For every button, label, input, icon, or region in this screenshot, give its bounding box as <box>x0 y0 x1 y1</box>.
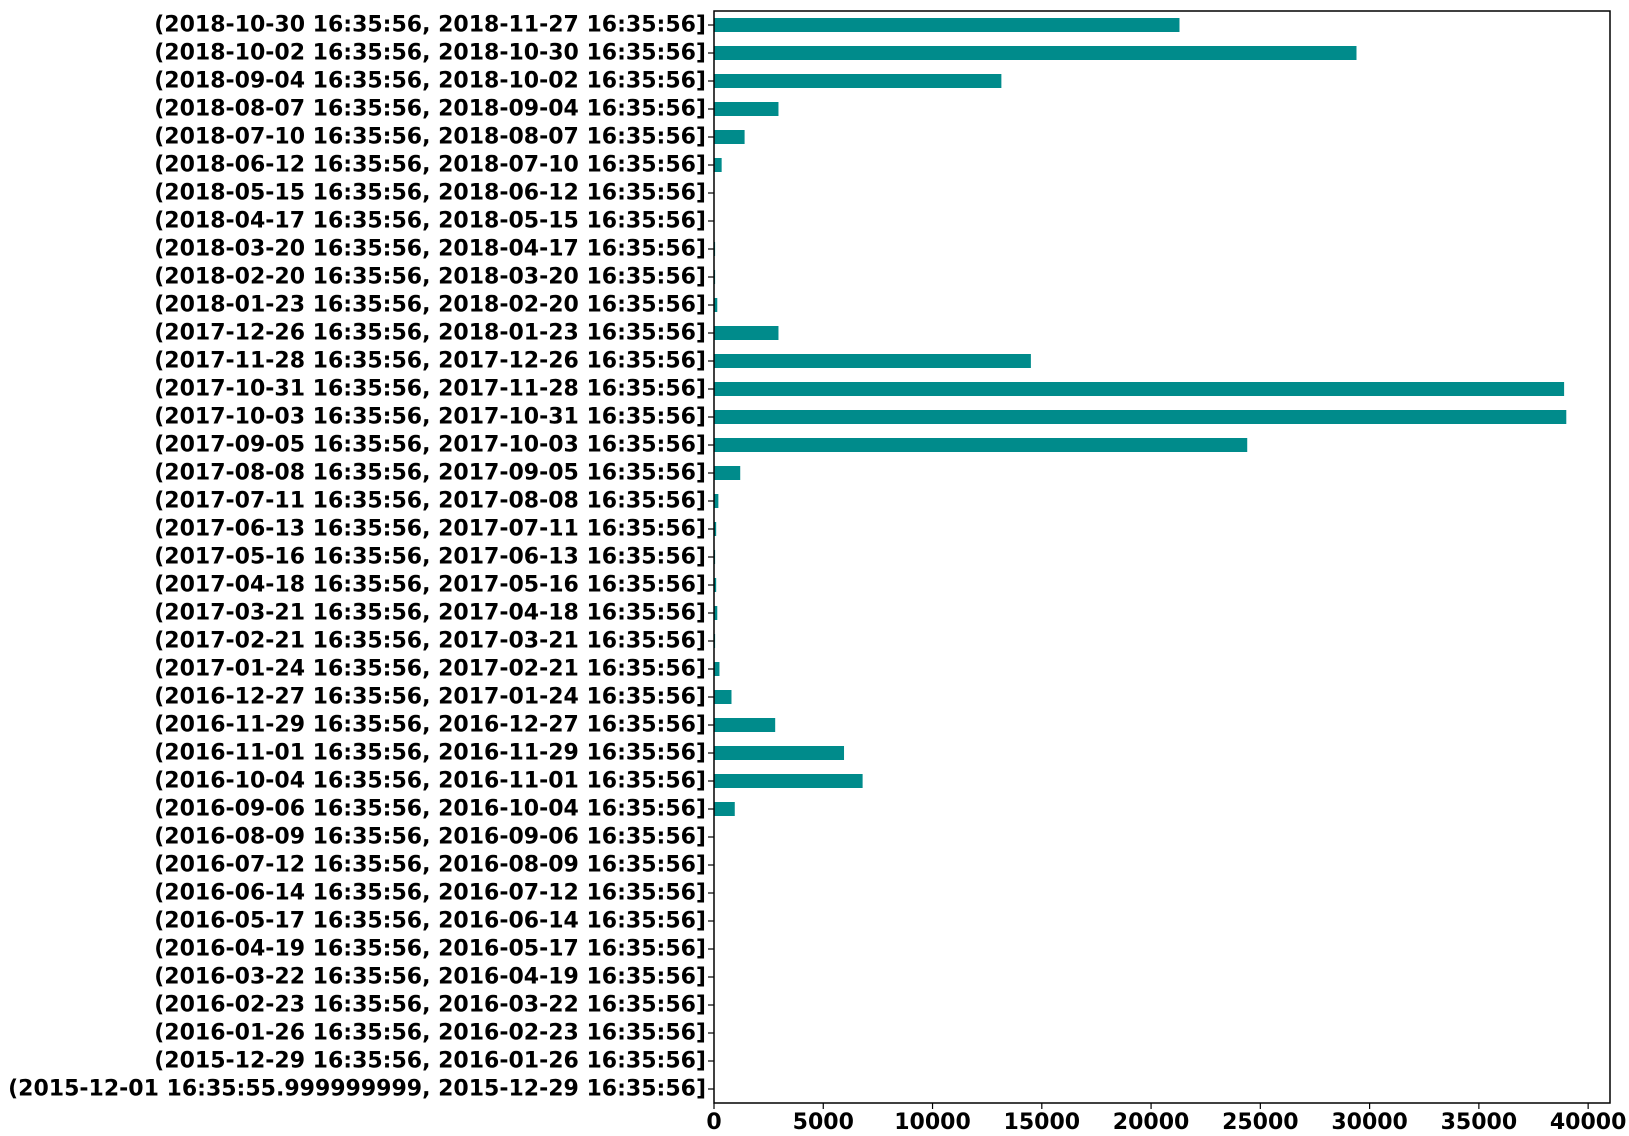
y-tick-label: (2018-10-30 16:35:56, 2018-11-27 16:35:5… <box>154 13 706 38</box>
bar <box>714 102 778 116</box>
y-tick-label: (2016-11-01 16:35:56, 2016-11-29 16:35:5… <box>154 741 706 766</box>
bar <box>714 718 775 732</box>
x-tick-label: 40000 <box>1550 1110 1627 1132</box>
x-tick-label: 20000 <box>1113 1110 1190 1132</box>
y-tick-label: (2016-11-29 16:35:56, 2016-12-27 16:35:5… <box>154 713 706 738</box>
bar <box>714 802 735 816</box>
y-tick-label: (2017-12-26 16:35:56, 2018-01-23 16:35:5… <box>154 321 706 346</box>
x-tick-label: 30000 <box>1331 1110 1408 1132</box>
y-tick-label: (2016-12-27 16:35:56, 2017-01-24 16:35:5… <box>154 685 706 710</box>
y-tick-label: (2017-02-21 16:35:56, 2017-03-21 16:35:5… <box>154 629 706 654</box>
y-tick-label: (2017-05-16 16:35:56, 2017-06-13 16:35:5… <box>154 545 706 570</box>
bar <box>714 326 778 340</box>
y-tick-label: (2015-12-01 16:35:55.999999999, 2015-12-… <box>8 1077 706 1102</box>
bar <box>714 410 1566 424</box>
y-tick-label: (2017-10-31 16:35:56, 2017-11-28 16:35:5… <box>154 377 706 402</box>
x-tick-label: 15000 <box>1004 1110 1081 1132</box>
y-tick-label: (2018-02-20 16:35:56, 2018-03-20 16:35:5… <box>154 265 706 290</box>
bar <box>714 662 719 676</box>
y-tick-label: (2017-11-28 16:35:56, 2017-12-26 16:35:5… <box>154 349 706 374</box>
x-tick-label: 35000 <box>1441 1110 1518 1132</box>
bar <box>714 74 1001 88</box>
y-tick-label: (2018-07-10 16:35:56, 2018-08-07 16:35:5… <box>154 125 706 150</box>
plot-frame <box>714 11 1610 1103</box>
y-tick-label: (2018-01-23 16:35:56, 2018-02-20 16:35:5… <box>154 293 706 318</box>
bar <box>714 438 1247 452</box>
y-tick-label: (2017-01-24 16:35:56, 2017-02-21 16:35:5… <box>154 657 706 682</box>
y-tick-label: (2017-03-21 16:35:56, 2017-04-18 16:35:5… <box>154 601 706 626</box>
bar <box>714 746 844 760</box>
y-tick-label: (2018-09-04 16:35:56, 2018-10-02 16:35:5… <box>154 69 706 94</box>
y-tick-label: (2016-05-17 16:35:56, 2016-06-14 16:35:5… <box>154 909 706 934</box>
y-tick-label: (2016-07-12 16:35:56, 2016-08-09 16:35:5… <box>154 853 706 878</box>
y-tick-label: (2017-04-18 16:35:56, 2017-05-16 16:35:5… <box>154 573 706 598</box>
x-tick-label: 10000 <box>894 1110 971 1132</box>
bar <box>714 690 731 704</box>
y-tick-label: (2016-06-14 16:35:56, 2016-07-12 16:35:5… <box>154 881 706 906</box>
y-tick-label: (2016-09-06 16:35:56, 2016-10-04 16:35:5… <box>154 797 706 822</box>
y-tick-label: (2016-04-19 16:35:56, 2016-05-17 16:35:5… <box>154 937 706 962</box>
bar <box>714 18 1179 32</box>
y-axis-ticks: (2015-12-01 16:35:55.999999999, 2015-12-… <box>8 13 714 1102</box>
y-tick-label: (2018-05-15 16:35:56, 2018-06-12 16:35:5… <box>154 181 706 206</box>
y-tick-label: (2016-01-26 16:35:56, 2016-02-23 16:35:5… <box>154 1021 706 1046</box>
y-tick-label: (2018-06-12 16:35:56, 2018-07-10 16:35:5… <box>154 153 706 178</box>
y-tick-label: (2017-09-05 16:35:56, 2017-10-03 16:35:5… <box>154 433 706 458</box>
y-tick-label: (2016-02-23 16:35:56, 2016-03-22 16:35:5… <box>154 993 706 1018</box>
y-tick-label: (2017-08-08 16:35:56, 2017-09-05 16:35:5… <box>154 461 706 486</box>
y-tick-label: (2016-03-22 16:35:56, 2016-04-19 16:35:5… <box>154 965 706 990</box>
bar <box>714 130 745 144</box>
bars-layer <box>714 18 1566 844</box>
y-tick-label: (2016-10-04 16:35:56, 2016-11-01 16:35:5… <box>154 769 706 794</box>
x-tick-label: 0 <box>706 1110 721 1132</box>
y-tick-label: (2018-03-20 16:35:56, 2018-04-17 16:35:5… <box>154 237 706 262</box>
bar <box>714 354 1031 368</box>
x-axis-ticks: 0 5000 10000 15000 20000 25000 30000 35000 40000 <box>706 1103 1626 1132</box>
x-tick-label: 25000 <box>1222 1110 1299 1132</box>
x-tick-label: 5000 <box>793 1110 854 1132</box>
y-tick-label: (2017-06-13 16:35:56, 2017-07-11 16:35:5… <box>154 517 706 542</box>
bar <box>714 774 863 788</box>
y-tick-label: (2016-08-09 16:35:56, 2016-09-06 16:35:5… <box>154 825 706 850</box>
bar <box>714 466 740 480</box>
bar <box>714 382 1564 396</box>
y-tick-label: (2018-10-02 16:35:56, 2018-10-30 16:35:5… <box>154 41 706 66</box>
y-tick-label: (2018-04-17 16:35:56, 2018-05-15 16:35:5… <box>154 209 706 234</box>
y-tick-label: (2018-08-07 16:35:56, 2018-09-04 16:35:5… <box>154 97 706 122</box>
y-tick-label: (2017-10-03 16:35:56, 2017-10-31 16:35:5… <box>154 405 706 430</box>
y-tick-label: (2015-12-29 16:35:56, 2016-01-26 16:35:5… <box>154 1049 706 1074</box>
y-tick-label: (2017-07-11 16:35:56, 2017-08-08 16:35:5… <box>154 489 706 514</box>
bar <box>714 46 1356 60</box>
bar <box>714 158 722 172</box>
